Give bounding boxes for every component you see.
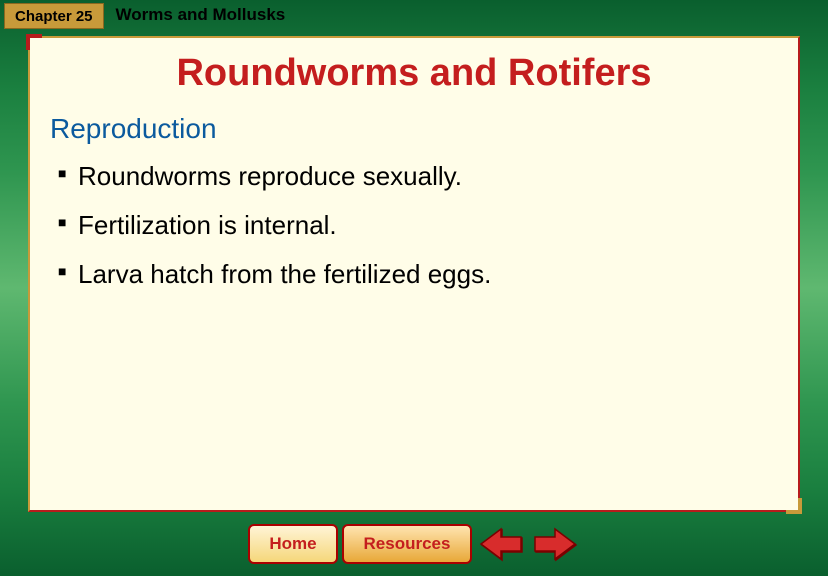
bullet-list: Roundworms reproduce sexually. Fertiliza… (58, 161, 770, 290)
chapter-tab: Chapter 25 (4, 3, 104, 29)
bullet-item: Larva hatch from the fertilized eggs. (58, 259, 770, 290)
next-button[interactable] (530, 524, 580, 564)
corner-accent-tl (26, 34, 42, 50)
bullet-item: Roundworms reproduce sexually. (58, 161, 770, 192)
main-title: Roundworms and Rotifers (58, 52, 770, 95)
home-button[interactable]: Home (248, 524, 338, 564)
content-panel: Roundworms and Rotifers Reproduction Rou… (28, 36, 800, 512)
prev-button[interactable] (476, 524, 526, 564)
slide-container: Chapter 25 Worms and Mollusks Roundworms… (0, 0, 828, 576)
arrow-left-icon (479, 527, 523, 561)
section-title: Reproduction (50, 113, 770, 145)
nav-bar: Home Resources (0, 518, 828, 570)
resources-button[interactable]: Resources (342, 524, 472, 564)
bullet-item: Fertilization is internal. (58, 210, 770, 241)
chapter-title: Worms and Mollusks (116, 5, 286, 25)
arrow-right-icon (533, 527, 577, 561)
resources-label: Resources (364, 534, 451, 554)
corner-accent-br (786, 498, 802, 514)
header-bar: Chapter 25 Worms and Mollusks (0, 0, 828, 30)
home-label: Home (269, 534, 316, 554)
chapter-label: Chapter 25 (15, 8, 93, 25)
